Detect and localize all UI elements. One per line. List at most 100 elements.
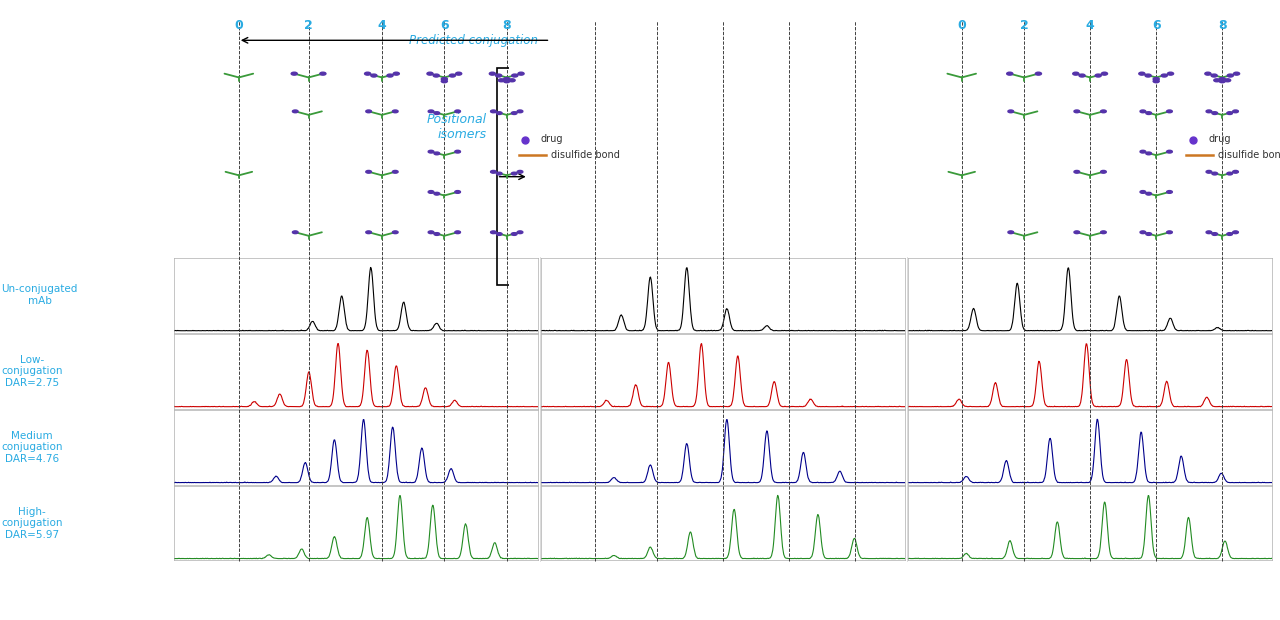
- Circle shape: [1139, 72, 1144, 75]
- Text: 4: 4: [1085, 19, 1094, 32]
- Text: Medium
conjugation
DAR=4.76: Medium conjugation DAR=4.76: [1, 430, 63, 464]
- Circle shape: [495, 74, 502, 77]
- Circle shape: [1079, 74, 1085, 77]
- Text: Low-
conjugation
DAR=2.75: Low- conjugation DAR=2.75: [1, 355, 63, 388]
- Circle shape: [1233, 110, 1238, 113]
- Circle shape: [490, 110, 497, 113]
- Circle shape: [512, 74, 518, 77]
- Circle shape: [366, 170, 371, 173]
- Circle shape: [490, 170, 497, 173]
- Circle shape: [1007, 231, 1014, 234]
- Circle shape: [1234, 72, 1239, 75]
- Circle shape: [1161, 74, 1167, 77]
- Circle shape: [393, 231, 398, 234]
- Circle shape: [1213, 79, 1220, 82]
- Circle shape: [1212, 172, 1217, 175]
- Circle shape: [1146, 232, 1152, 236]
- Circle shape: [503, 80, 509, 82]
- Text: Combined raw spectra: Combined raw spectra: [264, 580, 449, 595]
- Text: drug: drug: [1208, 135, 1231, 144]
- Circle shape: [371, 74, 376, 77]
- Text: Zoomed in raw spectra: Zoomed in raw spectra: [628, 580, 818, 595]
- Circle shape: [449, 74, 456, 77]
- Circle shape: [1225, 79, 1230, 82]
- Circle shape: [1166, 190, 1172, 193]
- Circle shape: [512, 232, 517, 236]
- Circle shape: [1140, 110, 1146, 113]
- Circle shape: [1206, 110, 1212, 113]
- Circle shape: [1212, 232, 1217, 236]
- Circle shape: [490, 231, 497, 234]
- Circle shape: [1153, 80, 1160, 82]
- Circle shape: [1140, 150, 1146, 153]
- Circle shape: [1096, 74, 1101, 77]
- Text: 8: 8: [502, 19, 511, 32]
- Text: 6: 6: [440, 19, 449, 32]
- Circle shape: [1006, 72, 1012, 75]
- Circle shape: [1101, 110, 1106, 113]
- Circle shape: [320, 72, 326, 75]
- Circle shape: [1146, 192, 1152, 195]
- Circle shape: [387, 74, 393, 77]
- Circle shape: [1074, 110, 1079, 113]
- Circle shape: [1101, 72, 1107, 75]
- Text: 2: 2: [1020, 19, 1028, 32]
- Circle shape: [393, 110, 398, 113]
- Text: Positional
isomers: Positional isomers: [426, 113, 486, 141]
- Circle shape: [454, 150, 461, 153]
- Circle shape: [1204, 72, 1211, 75]
- Circle shape: [433, 74, 439, 77]
- Text: High-
conjugation
DAR=5.97: High- conjugation DAR=5.97: [1, 507, 63, 540]
- Circle shape: [454, 231, 461, 234]
- Circle shape: [1166, 150, 1172, 153]
- Circle shape: [518, 72, 524, 75]
- Text: Deconvoluted spectra: Deconvoluted spectra: [1000, 580, 1180, 595]
- Circle shape: [292, 231, 298, 234]
- Text: 8: 8: [1217, 19, 1226, 32]
- Circle shape: [497, 232, 502, 236]
- Circle shape: [1233, 231, 1238, 234]
- Circle shape: [1211, 74, 1217, 77]
- Circle shape: [366, 231, 371, 234]
- Circle shape: [393, 170, 398, 173]
- Text: 0: 0: [957, 19, 966, 32]
- Circle shape: [1074, 170, 1079, 173]
- Circle shape: [1146, 112, 1152, 115]
- Circle shape: [1166, 110, 1172, 113]
- Text: 4: 4: [378, 19, 387, 32]
- Circle shape: [434, 192, 439, 195]
- Circle shape: [291, 72, 297, 75]
- Text: disulfide bond: disulfide bond: [1219, 150, 1280, 160]
- Circle shape: [1140, 231, 1146, 234]
- Circle shape: [1101, 231, 1106, 234]
- Circle shape: [365, 72, 371, 75]
- Text: 2: 2: [305, 19, 312, 32]
- Circle shape: [429, 150, 434, 153]
- Circle shape: [509, 79, 515, 82]
- Circle shape: [1219, 78, 1225, 81]
- Circle shape: [1167, 72, 1174, 75]
- Circle shape: [292, 110, 298, 113]
- Circle shape: [498, 79, 504, 82]
- Circle shape: [429, 110, 434, 113]
- Text: 0: 0: [234, 19, 243, 32]
- Circle shape: [1036, 72, 1042, 75]
- Circle shape: [442, 78, 448, 81]
- Circle shape: [517, 170, 522, 173]
- Text: 6: 6: [1152, 19, 1161, 32]
- Text: disulfide bond: disulfide bond: [550, 150, 620, 160]
- Circle shape: [1074, 231, 1079, 234]
- Circle shape: [1166, 231, 1172, 234]
- Circle shape: [512, 172, 517, 175]
- Circle shape: [489, 72, 495, 75]
- Text: Predicted conjugation: Predicted conjugation: [408, 34, 538, 46]
- Circle shape: [429, 190, 434, 193]
- Circle shape: [429, 231, 434, 234]
- Circle shape: [366, 110, 371, 113]
- Circle shape: [517, 231, 522, 234]
- Circle shape: [517, 110, 522, 113]
- Text: drug: drug: [540, 135, 563, 144]
- Circle shape: [1219, 80, 1225, 82]
- Circle shape: [1206, 231, 1212, 234]
- Text: Un-conjugated
mAb: Un-conjugated mAb: [1, 285, 78, 306]
